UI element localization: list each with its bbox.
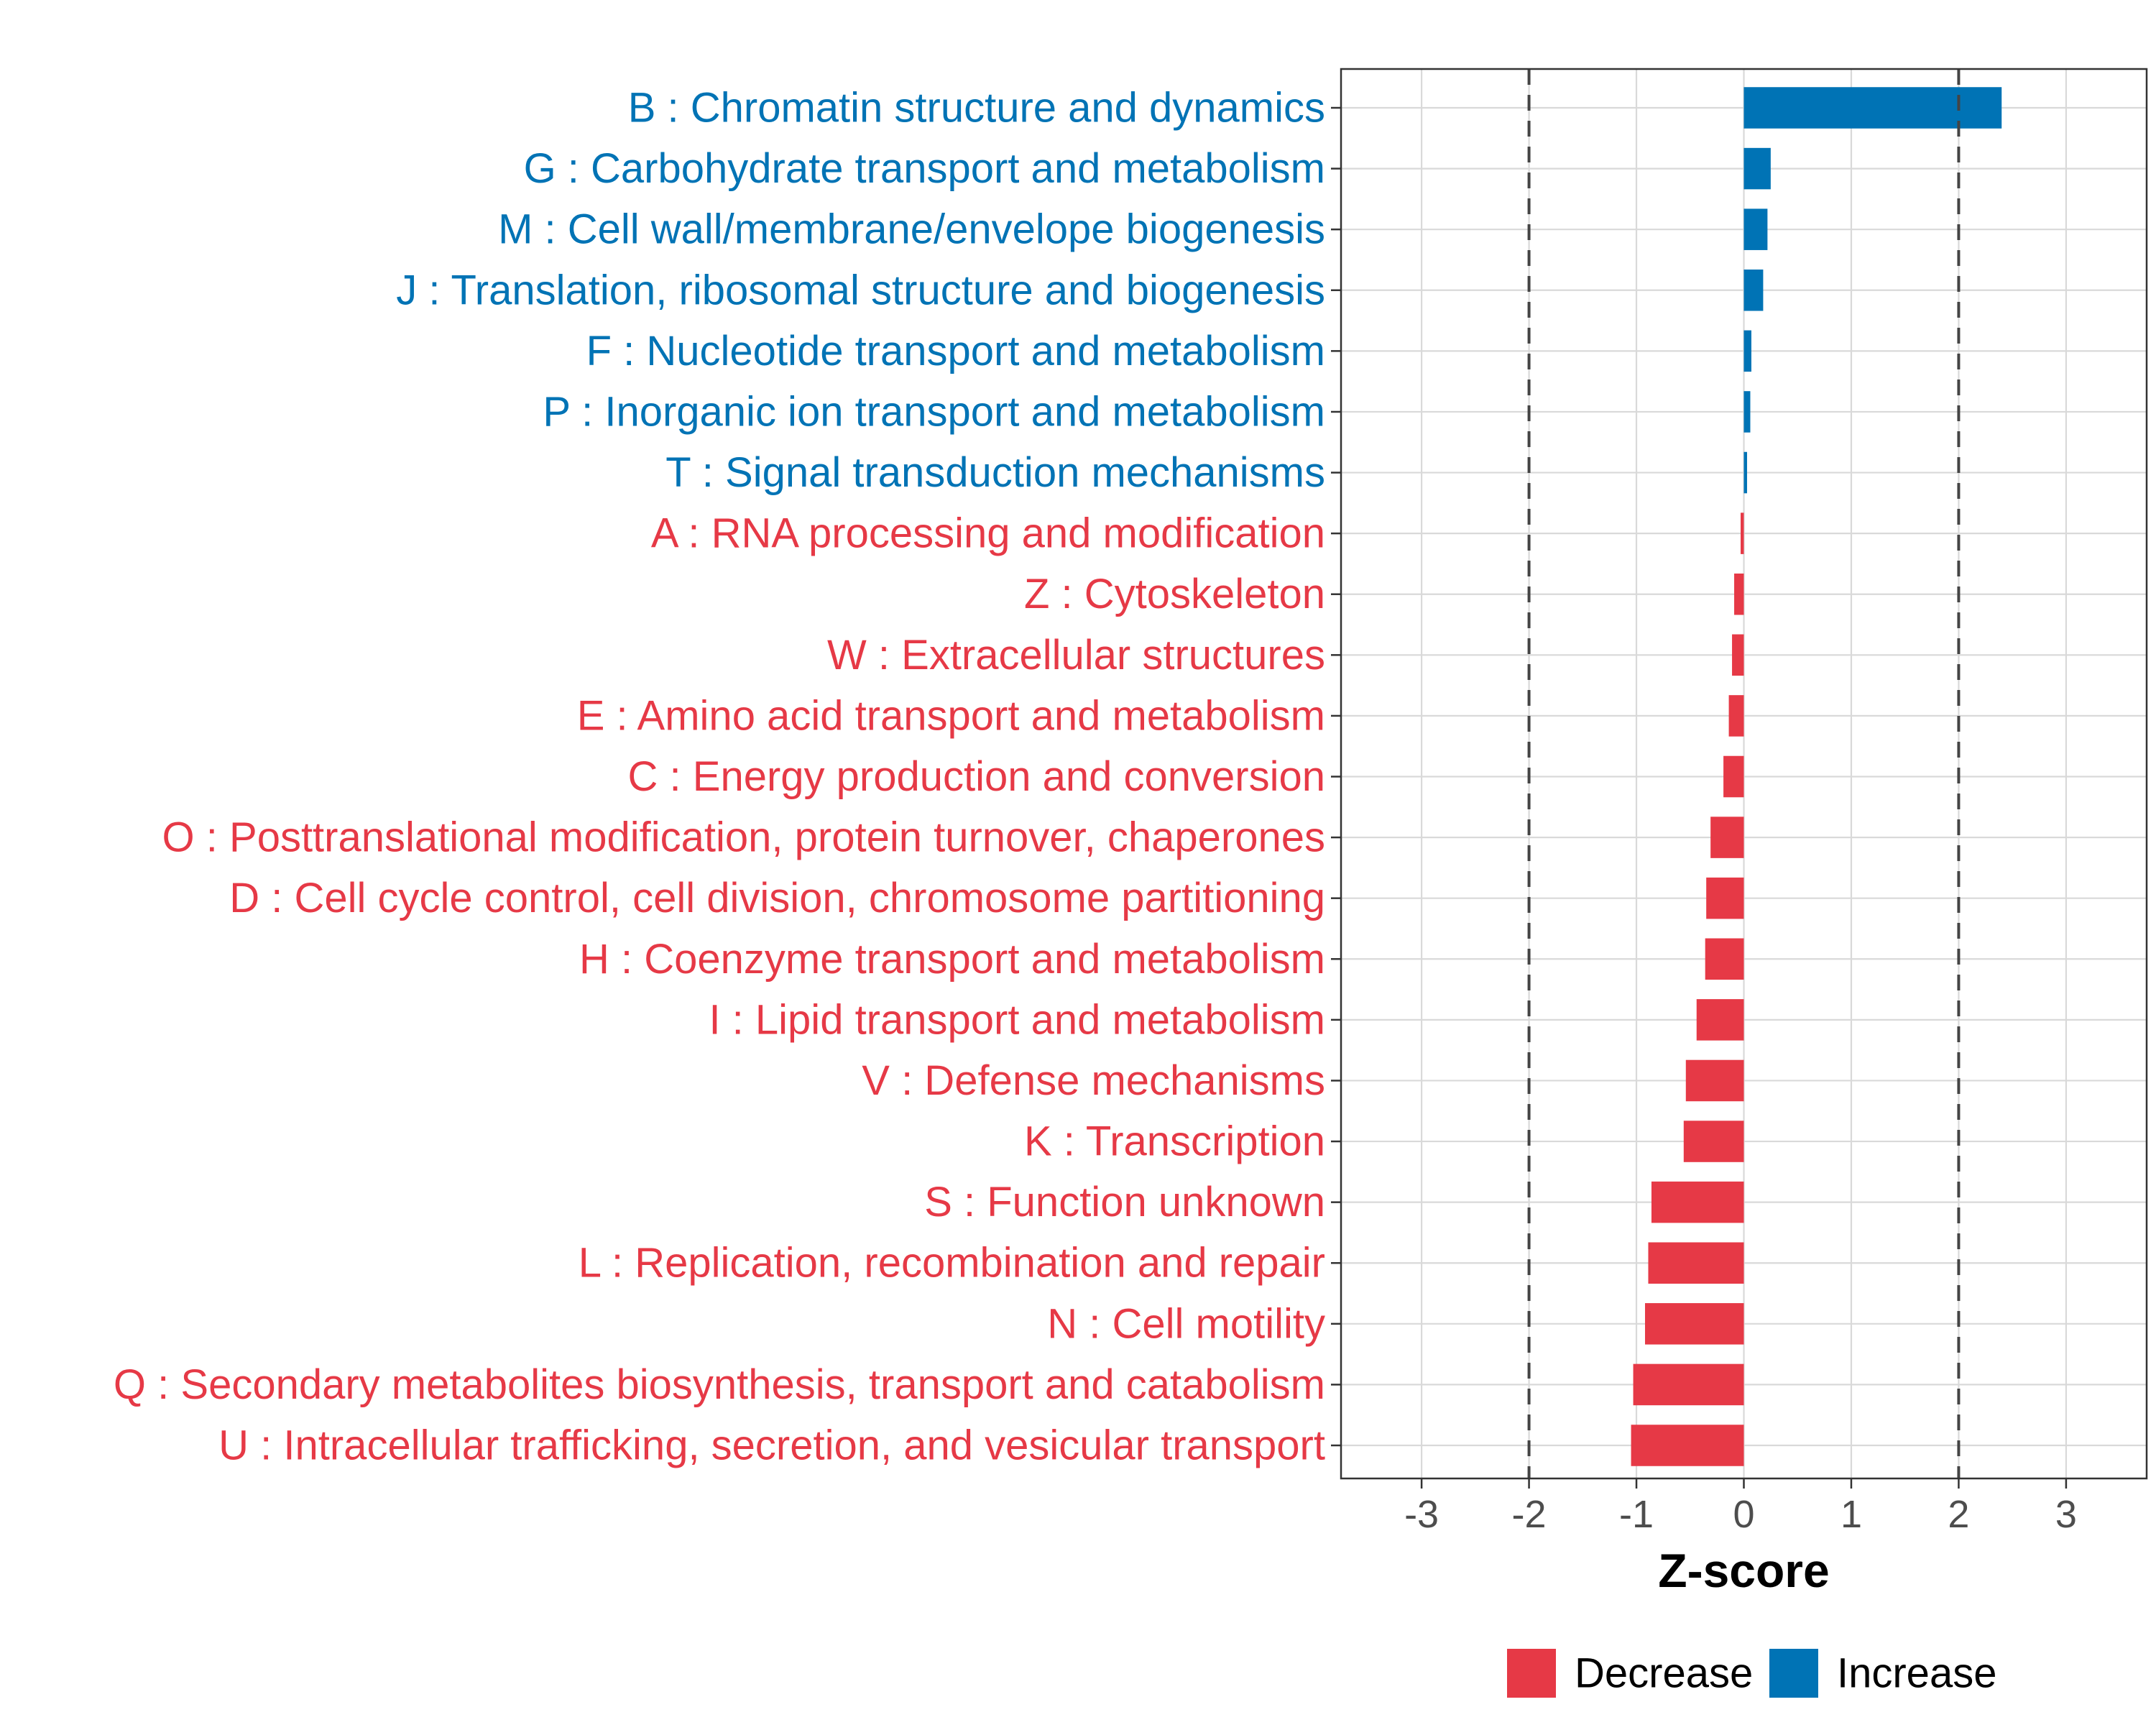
bar-q [1633,1363,1744,1406]
bar-k [1683,1121,1744,1162]
bar-z [1734,573,1744,615]
bar-d [1706,877,1744,919]
bar-o [1710,816,1744,858]
legend-key-decrease [1507,1649,1556,1698]
category-label-e: E : Amino acid transport and metabolism [577,692,1325,739]
category-label-w: W : Extracellular structures [827,632,1325,678]
bar-l [1648,1242,1744,1284]
bar-u [1631,1425,1744,1466]
x-axis: -3 -2 -1 0 1 2 3 [1404,1478,2077,1536]
bar-c [1723,755,1744,798]
category-label-v: V : Defense mechanisms [862,1057,1325,1104]
category-label-n: N : Cell motility [1047,1300,1325,1347]
bar-f [1743,330,1751,372]
y-axis-ticks [1331,106,1341,1447]
legend: Decrease Increase [1507,1649,1996,1698]
x-tick-label: 3 [2055,1493,2077,1536]
category-label-j: J : Translation, ribosomal structure and… [396,267,1325,313]
bar-a [1741,512,1744,554]
bar-s [1651,1181,1744,1223]
legend-label-increase: Increase [1837,1650,1996,1697]
bars-layer [1631,87,2002,1466]
category-label-u: U : Intracellular trafficking, secretion… [218,1422,1325,1469]
category-label-g: G : Carbohydrate transport and metabolis… [524,145,1325,192]
category-label-m: M : Cell wall/membrane/envelope biogenes… [498,206,1325,253]
category-label-z: Z : Cytoskeleton [1024,571,1325,617]
bar-e [1728,695,1744,737]
category-label-q: Q : Secondary metabolites biosynthesis, … [114,1361,1325,1408]
bar-w [1732,634,1744,676]
bar-g [1743,147,1771,190]
x-tick-label: -1 [1619,1493,1654,1536]
x-axis-title: Z-score [1658,1544,1829,1597]
bar-v [1685,1059,1744,1102]
bar-n [1644,1303,1744,1345]
category-label-b: B : Chromatin structure and dynamics [628,85,1325,132]
bar-t [1743,451,1747,494]
bar-h [1705,938,1744,980]
threshold-lines [1527,69,1961,1478]
x-tick-label: -2 [1512,1493,1547,1536]
category-label-h: H : Coenzyme transport and metabolism [579,936,1325,983]
category-label-p: P : Inorganic ion transport and metaboli… [543,388,1325,435]
bar-p [1743,391,1751,433]
bar-b [1743,87,2002,129]
x-tick-label: 1 [1841,1493,1862,1536]
category-label-o: O : Posttranslational modification, prot… [162,814,1325,861]
category-label-l: L : Replication, recombination and repai… [579,1240,1325,1287]
category-label-a: A : RNA processing and modification [651,510,1325,557]
x-tick-label: 2 [1948,1493,1969,1536]
category-label-f: F : Nucleotide transport and metabolism [586,328,1325,374]
bar-i [1696,999,1744,1041]
category-label-d: D : Cell cycle control, cell division, c… [229,875,1325,921]
bar-j [1743,270,1764,311]
bar-m [1743,208,1768,250]
legend-key-increase [1769,1649,1818,1698]
x-tick-label: 0 [1733,1493,1754,1536]
x-tick-label: -3 [1404,1493,1439,1536]
category-label-t: T : Signal transduction mechanisms [665,449,1325,496]
category-label-c: C : Energy production and conversion [628,753,1325,800]
y-axis-category-labels: B : Chromatin structure and dynamics G : … [114,85,1325,1469]
category-label-s: S : Function unknown [924,1179,1325,1225]
category-label-i: I : Lipid transport and metabolism [709,996,1325,1043]
legend-label-decrease: Decrease [1575,1650,1753,1697]
category-label-k: K : Transcription [1024,1118,1325,1165]
